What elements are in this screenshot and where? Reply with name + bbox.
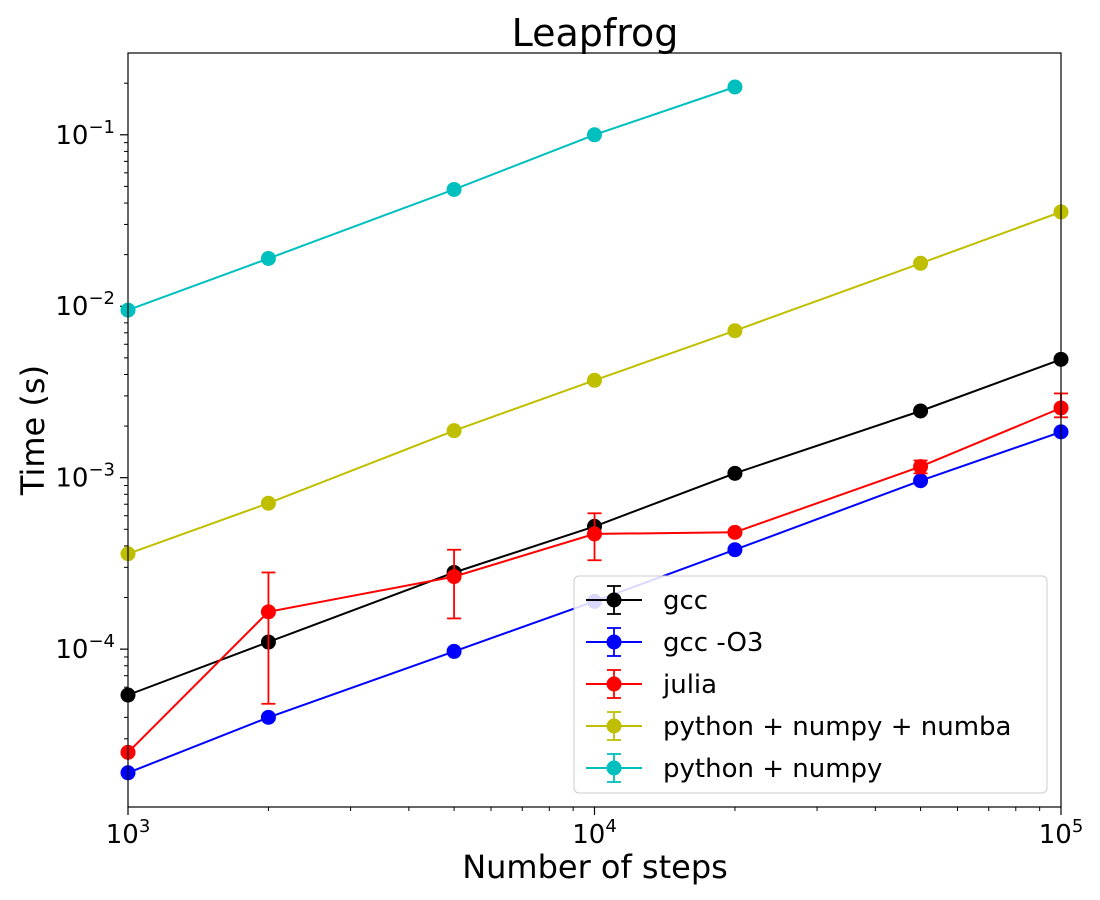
- data-point: [727, 465, 743, 481]
- legend-marker: [606, 718, 622, 734]
- legend-box: [573, 575, 1048, 794]
- y-tick-label: 10−2: [55, 288, 115, 322]
- data-point: [260, 709, 276, 725]
- data-point: [446, 423, 462, 439]
- data-point: [727, 323, 743, 339]
- data-point: [913, 255, 929, 271]
- data-point: [260, 250, 276, 266]
- legend-entry: python + numpy + numba: [586, 711, 1011, 742]
- legend-label: python + numpy: [663, 754, 882, 784]
- legend-entry: gcc: [586, 585, 708, 616]
- data-point: [446, 181, 462, 197]
- legend-label: python + numpy + numba: [663, 712, 1011, 742]
- series-python-numpy-numba: [120, 204, 1069, 562]
- data-point: [587, 372, 602, 388]
- legend: gcc gcc -O3 julia python + numpy + numba pyt…: [573, 575, 1048, 794]
- data-point: [260, 495, 276, 511]
- data-point: [913, 459, 929, 475]
- chart-title: Leapfrog: [512, 11, 679, 55]
- y-tick-label: 10−4: [55, 631, 115, 665]
- legend-marker: [606, 634, 622, 650]
- x-tick-label: 105: [1039, 816, 1084, 850]
- plot-frame: [127, 52, 1062, 808]
- legend-entry: python + numpy: [586, 753, 882, 784]
- data-point: [446, 643, 462, 659]
- series-julia: [120, 392, 1069, 760]
- data-point: [727, 542, 743, 558]
- legend-label: julia: [662, 670, 717, 700]
- data-point: [913, 403, 929, 419]
- y-tick-label: 10−1: [55, 117, 115, 151]
- data-point: [260, 604, 276, 620]
- y-tick-label: 10−3: [55, 460, 115, 494]
- data-point: [727, 79, 743, 95]
- x-tick-label: 104: [572, 816, 617, 850]
- plot-area: [120, 79, 1069, 781]
- legend-entry: julia: [586, 669, 717, 700]
- legend-marker: [606, 676, 622, 692]
- y-axis-label: Time (s): [14, 365, 52, 496]
- data-point: [587, 127, 602, 143]
- legend-marker: [606, 592, 622, 608]
- x-tick-label: 103: [106, 816, 151, 850]
- axis-ticks: 103 104 105 10−4 10−3 10−2 10−1: [55, 82, 1084, 850]
- legend-label: gcc -O3: [663, 628, 763, 658]
- data-point: [446, 569, 462, 585]
- legend-label: gcc: [663, 586, 708, 616]
- x-axis-label: Number of steps: [462, 848, 728, 886]
- data-point: [913, 473, 929, 489]
- legend-entry: gcc -O3: [586, 627, 763, 658]
- legend-marker: [606, 760, 622, 776]
- data-point: [587, 526, 602, 542]
- data-point: [727, 524, 743, 540]
